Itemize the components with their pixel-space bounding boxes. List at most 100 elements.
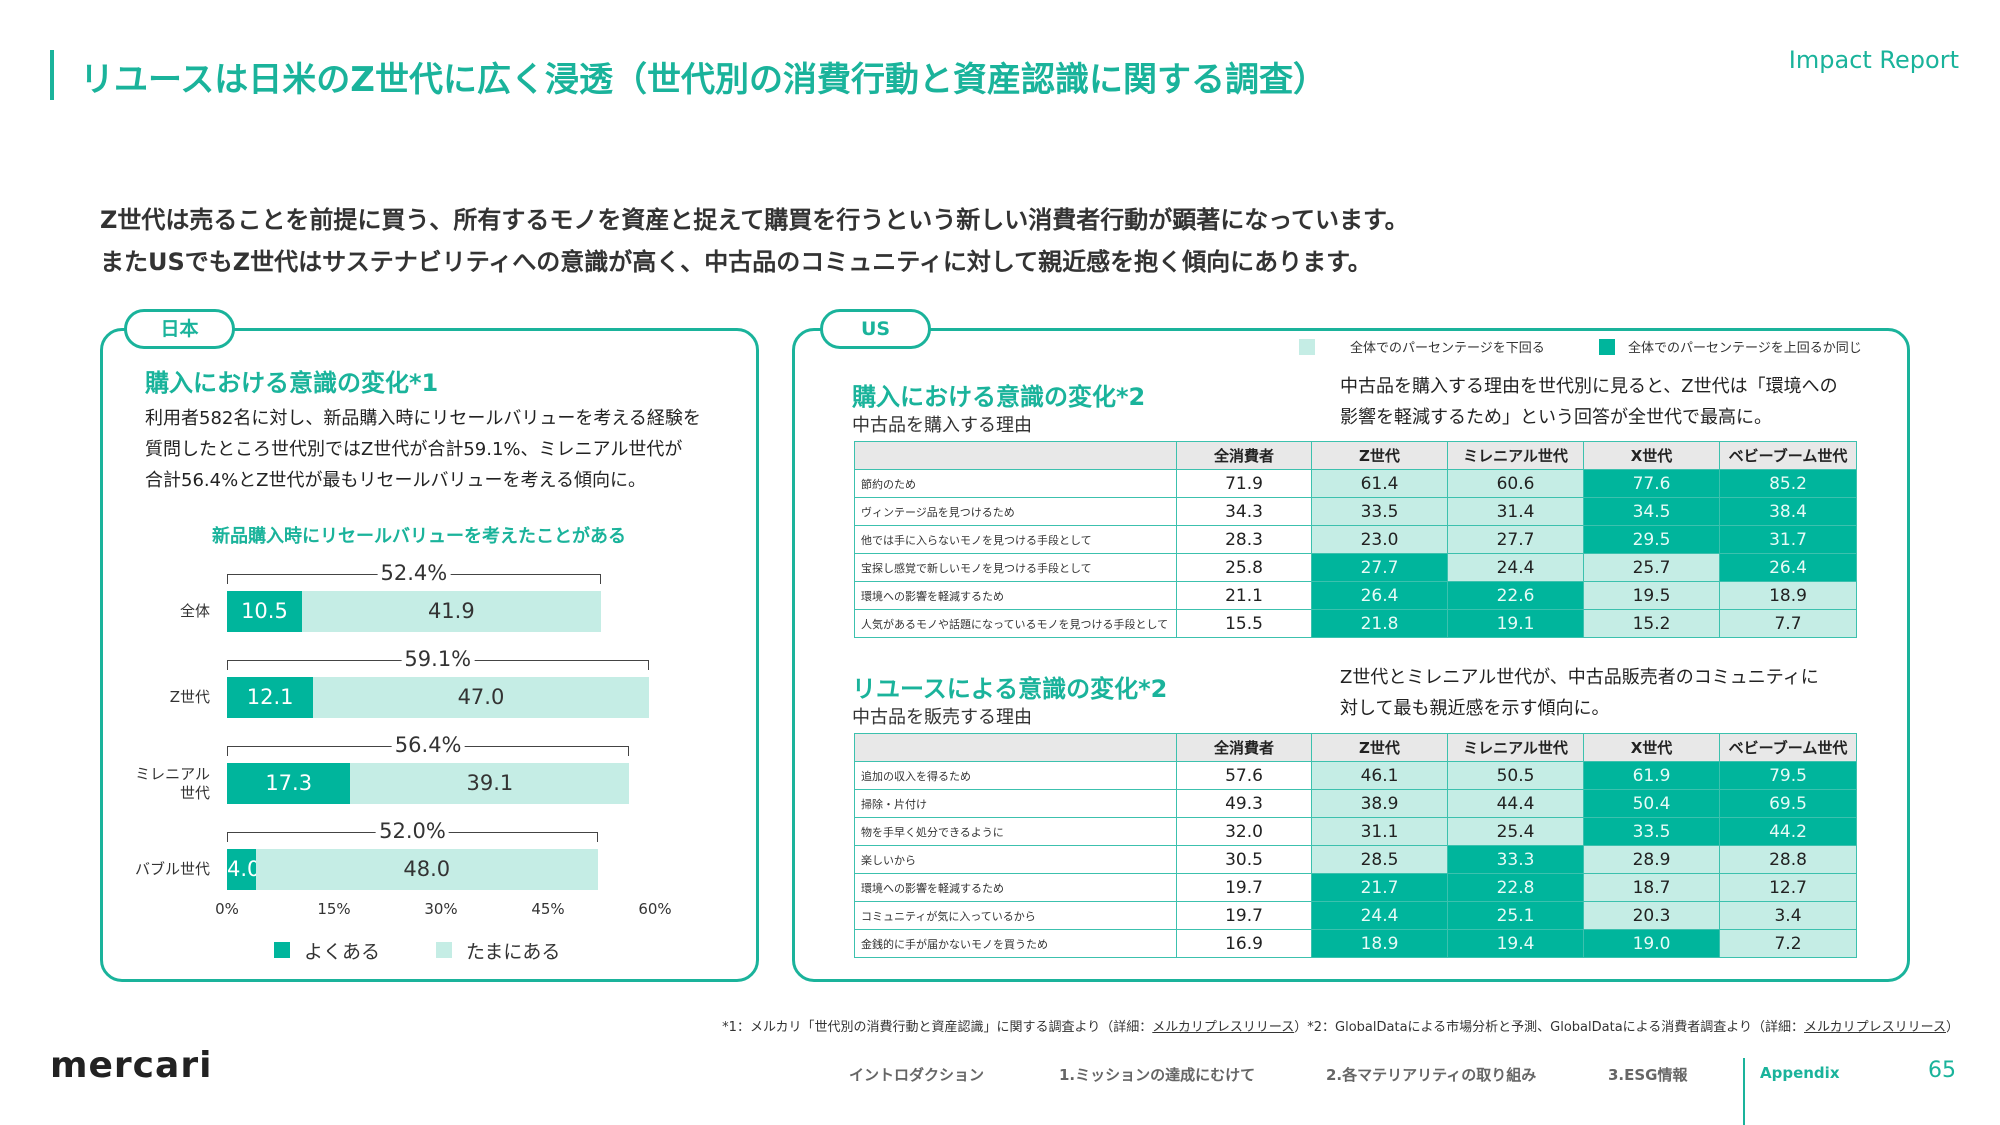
x-tick-label: 45% xyxy=(531,900,565,918)
nav-mission[interactable]: 1.ミッションの達成にむけて xyxy=(1059,1066,1256,1084)
value-cell: 25.8 xyxy=(1176,553,1312,582)
row-label: 宝探し感覚で新しいモノを見つける手段として xyxy=(854,553,1177,582)
table-row: 環境への影響を軽減するため 21.1 26.4 22.6 19.5 18.9 xyxy=(854,581,1857,610)
paragraph-line: 利用者582名に対し、新品購入時にリセールバリューを考える経験を xyxy=(145,408,701,429)
value-cell: 24.4 xyxy=(1447,553,1584,582)
intro-line-2: またUSでもZ世代はサステナビリティへの意識が高く、中古品のコミュニティに対して… xyxy=(100,248,1372,276)
us-buy-heading: 購入における意識の変化*2 xyxy=(852,383,1146,411)
us-sell-sub: 中古品を販売する理由 xyxy=(852,707,1032,728)
value-cell: 28.9 xyxy=(1583,845,1720,874)
column-header: 全消費者 xyxy=(1176,441,1312,470)
value-cell: 21.7 xyxy=(1311,873,1448,902)
value-cell: 69.5 xyxy=(1719,789,1857,818)
value-cell: 18.9 xyxy=(1311,929,1448,958)
column-header: ミレニアル世代 xyxy=(1447,733,1584,762)
nav-esg[interactable]: 3.ESG情報 xyxy=(1608,1066,1688,1084)
value-cell: 16.9 xyxy=(1176,929,1312,958)
sell-reasons-table: 全消費者 Z世代 ミレニアル世代 X世代 ベビーブーム世代 追加の収入を得るため 57.6 4… xyxy=(854,733,1857,958)
value-cell: 18.7 xyxy=(1583,873,1720,902)
nav-appendix[interactable]: Appendix xyxy=(1760,1064,1840,1082)
value-cell: 50.5 xyxy=(1447,761,1584,790)
row-label: 掃除・片付け xyxy=(854,789,1177,818)
us-buy-note: 中古品を購入する理由を世代別に見ると、Z世代は「環境への 影響を軽減するため」と… xyxy=(1340,371,1838,433)
table-row: ヴィンテージ品を見つけるため 34.3 33.5 31.4 34.5 38.4 xyxy=(854,497,1857,526)
paragraph-line: 質問したところ世代別ではZ世代が合計59.1%、ミレニアル世代が xyxy=(145,439,683,460)
value-cell: 21.8 xyxy=(1311,609,1448,638)
footnote-text: *1：メルカリ「世代別の消費行動と資産認識」に関する調査より（詳細： xyxy=(722,1020,1153,1035)
value-cell: 29.5 xyxy=(1583,525,1720,554)
bar-segment: 10.5 xyxy=(227,591,302,632)
header-row: 全消費者 Z世代 ミレニアル世代 X世代 ベビーブーム世代 xyxy=(854,441,1857,470)
value-cell: 18.9 xyxy=(1719,581,1857,610)
value-cell: 85.2 xyxy=(1719,469,1857,498)
bar-segment: 48.0 xyxy=(255,849,598,890)
press-release-link-1[interactable]: メルカリプレスリリース xyxy=(1152,1020,1295,1035)
row-label: 楽しいから xyxy=(854,845,1177,874)
value-cell: 7.7 xyxy=(1719,609,1857,638)
bar-segment: 41.9 xyxy=(301,591,601,632)
total-label: 52.4% xyxy=(377,560,451,585)
japan-tag: 日本 xyxy=(124,309,235,349)
value-cell: 31.1 xyxy=(1311,817,1448,846)
value-cell: 7.2 xyxy=(1719,929,1857,958)
value-cell: 61.4 xyxy=(1311,469,1448,498)
x-tick-label: 30% xyxy=(424,900,458,918)
category-label: バブル世代 xyxy=(134,859,210,878)
value-cell: 31.7 xyxy=(1719,525,1857,554)
value-cell: 24.4 xyxy=(1311,901,1448,930)
page-number: 65 xyxy=(1928,1058,1956,1083)
value-cell: 38.9 xyxy=(1311,789,1448,818)
total-label: 59.1% xyxy=(401,646,475,671)
footnote-text: ） xyxy=(1945,1020,1959,1035)
value-cell: 57.6 xyxy=(1176,761,1312,790)
note-line: 中古品を購入する理由を世代別に見ると、Z世代は「環境への xyxy=(1340,376,1838,397)
nav-divider xyxy=(1743,1058,1745,1125)
column-header xyxy=(854,733,1177,762)
resale-chart: 全体 10.5 41.9 52.4% Z世代 12.1 47.0 59.1% ミレニアル 世代 1… xyxy=(0,0,800,1000)
note-line: Z世代とミレニアル世代が、中古品販売者のコミュニティに xyxy=(1340,667,1819,688)
nav-materiality[interactable]: 2.各マテリアリティの取り組み xyxy=(1326,1066,1537,1084)
intro-line-1: Z世代は売ることを前提に買う、所有するモノを資産と捉えて購買を行うという新しい消… xyxy=(100,206,1409,234)
footnote-text: ）*2：GlobalDataによる市場分析と予測、GlobalDataによる消費… xyxy=(1294,1020,1805,1035)
x-tick-label: 15% xyxy=(317,900,351,918)
value-cell: 19.1 xyxy=(1447,609,1584,638)
header-row: 全消費者 Z世代 ミレニアル世代 X世代 ベビーブーム世代 xyxy=(854,733,1857,762)
category-label: Z世代 xyxy=(169,687,210,706)
japan-paragraph: 利用者582名に対し、新品購入時にリセールバリューを考える経験を 質問したところ… xyxy=(145,403,701,496)
legend-swatch xyxy=(274,942,290,958)
legend-label: たまにある xyxy=(466,941,561,963)
value-cell: 3.4 xyxy=(1719,901,1857,930)
value-cell: 79.5 xyxy=(1719,761,1857,790)
value-cell: 27.7 xyxy=(1447,525,1584,554)
nav-introduction[interactable]: イントロダクション xyxy=(849,1066,985,1084)
press-release-link-2[interactable]: メルカリプレスリリース xyxy=(1804,1020,1946,1035)
legend-below-label: 全体でのパーセンテージを下回る xyxy=(1350,341,1545,356)
value-cell: 25.4 xyxy=(1447,817,1584,846)
row-label: 追加の収入を得るため xyxy=(854,761,1177,790)
total-label: 52.0% xyxy=(376,818,449,843)
bar-segment: 12.1 xyxy=(227,677,314,718)
table-row: 宝探し感覚で新しいモノを見つける手段として 25.8 27.7 24.4 25.7 26.… xyxy=(854,553,1857,582)
column-header: ベビーブーム世代 xyxy=(1719,733,1857,762)
mercari-logo: mercari xyxy=(50,1045,213,1086)
value-cell: 28.5 xyxy=(1311,845,1448,874)
row-label: 他では手に入らないモノを見つける手段として xyxy=(854,525,1177,554)
footnote: *1：メルカリ「世代別の消費行動と資産認識」に関する調査より（詳細：メルカリプレ… xyxy=(722,1016,1959,1035)
x-tick-label: 60% xyxy=(638,900,672,918)
value-cell: 25.1 xyxy=(1447,901,1584,930)
row-label: 人気があるモノや話題になっているモノを見つける手段として xyxy=(854,609,1177,638)
value-cell: 12.7 xyxy=(1719,873,1857,902)
column-header xyxy=(854,441,1177,470)
table-row: コミュニティが気に入っているから 19.7 24.4 25.1 20.3 3.4 xyxy=(854,901,1857,930)
value-cell: 34.5 xyxy=(1583,497,1720,526)
value-cell: 22.8 xyxy=(1447,873,1584,902)
value-cell: 19.4 xyxy=(1447,929,1584,958)
report-label: Impact Report xyxy=(1788,46,1959,74)
value-cell: 33.5 xyxy=(1583,817,1720,846)
row-label: コミュニティが気に入っているから xyxy=(854,901,1177,930)
value-cell: 21.1 xyxy=(1176,581,1312,610)
table-row: 楽しいから 30.5 28.5 33.3 28.9 28.8 xyxy=(854,845,1857,874)
title-accent-bar xyxy=(50,50,54,100)
table-row: 節約のため 71.9 61.4 60.6 77.6 85.2 xyxy=(854,469,1857,498)
value-cell: 49.3 xyxy=(1176,789,1312,818)
